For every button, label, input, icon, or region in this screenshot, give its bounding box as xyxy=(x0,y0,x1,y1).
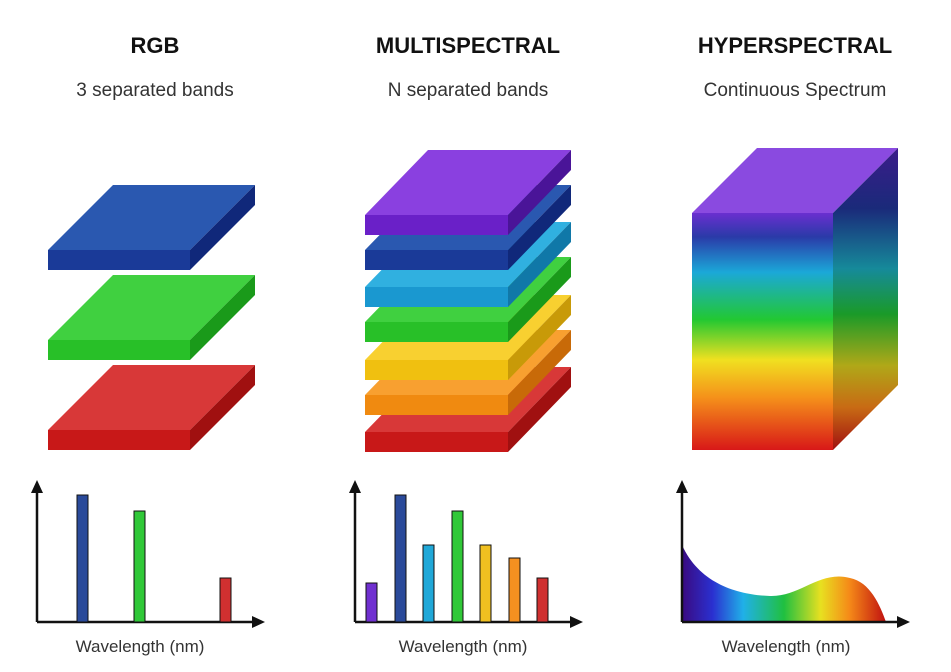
subtitle: 3 separated bands xyxy=(76,80,233,101)
slab-face xyxy=(48,185,255,250)
hyper-cube xyxy=(692,148,898,450)
slab-face xyxy=(508,222,571,307)
title: MULTISPECTRAL xyxy=(376,33,560,58)
slab-face xyxy=(508,150,571,235)
cube-front xyxy=(692,213,833,450)
slab-face xyxy=(508,330,571,415)
arrow xyxy=(897,616,910,628)
slab-face xyxy=(508,257,571,342)
band xyxy=(133,510,146,623)
slab-face xyxy=(365,150,571,215)
subtitle: Continuous Spectrum xyxy=(704,80,887,101)
spectrum xyxy=(682,545,886,622)
title: RGB xyxy=(131,33,180,58)
band xyxy=(365,582,378,623)
slab-face xyxy=(48,365,255,430)
slab-face xyxy=(365,287,508,307)
cube-side xyxy=(833,148,898,450)
slab-face xyxy=(365,215,508,235)
slab-face xyxy=(48,340,190,360)
slab-face xyxy=(365,250,508,270)
slab-face xyxy=(190,275,255,360)
multi-chart: Wavelength (nm) xyxy=(349,480,583,656)
slab-face xyxy=(48,275,255,340)
band xyxy=(479,544,492,623)
arrow xyxy=(349,480,361,493)
axis-label: Wavelength (nm) xyxy=(722,637,851,656)
cube-top xyxy=(692,148,898,213)
slab-face xyxy=(365,322,508,342)
slab-face xyxy=(508,367,571,452)
slab-face xyxy=(190,185,255,270)
titles: RGB 3 separated bands MULTISPECTRAL N se… xyxy=(76,33,892,101)
slab-face xyxy=(48,430,190,450)
arrow xyxy=(31,480,43,493)
band xyxy=(219,577,232,623)
slab-face xyxy=(508,295,571,380)
axis xyxy=(35,490,255,624)
arrow xyxy=(252,616,265,628)
subtitle: N separated bands xyxy=(388,80,549,101)
slab-face xyxy=(190,365,255,450)
band xyxy=(422,544,435,623)
band xyxy=(536,577,549,623)
slabs xyxy=(48,150,571,452)
band xyxy=(451,510,464,623)
arrow xyxy=(676,480,688,493)
slab-face xyxy=(365,395,508,415)
slab-face xyxy=(365,360,508,380)
arrow xyxy=(570,616,583,628)
band xyxy=(394,494,407,623)
band xyxy=(508,557,521,623)
axis-label: Wavelength (nm) xyxy=(76,637,205,656)
slab-face xyxy=(365,432,508,452)
axis-label: Wavelength (nm) xyxy=(399,637,528,656)
rgb-chart: Wavelength (nm) xyxy=(31,480,265,656)
axis xyxy=(680,490,900,624)
band xyxy=(76,494,89,623)
slab-face xyxy=(508,185,571,270)
hyper-chart: Wavelength (nm) xyxy=(676,480,910,656)
title: HYPERSPECTRAL xyxy=(698,33,892,58)
slab-face xyxy=(48,250,190,270)
